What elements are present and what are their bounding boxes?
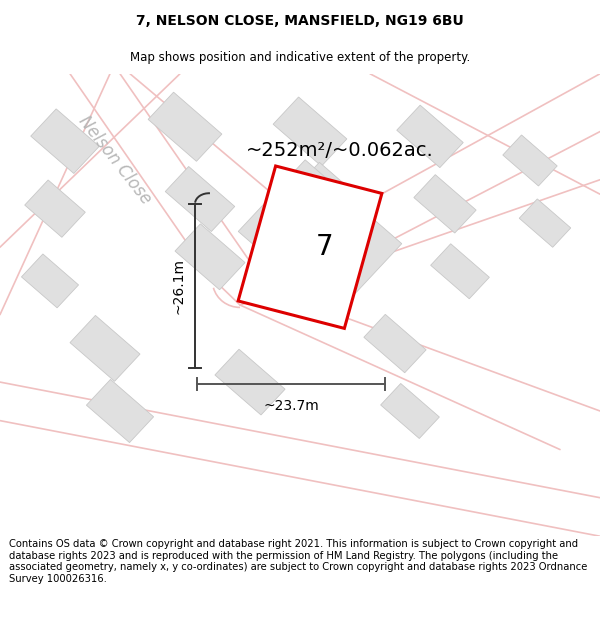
Polygon shape <box>70 316 140 381</box>
Polygon shape <box>503 135 557 186</box>
Polygon shape <box>86 379 154 442</box>
Polygon shape <box>273 97 347 166</box>
Polygon shape <box>148 92 222 161</box>
Polygon shape <box>397 105 463 168</box>
Text: ~252m²/~0.062ac.: ~252m²/~0.062ac. <box>246 141 434 161</box>
Text: ~26.1m: ~26.1m <box>171 258 185 314</box>
Polygon shape <box>238 166 382 328</box>
Polygon shape <box>519 199 571 248</box>
Polygon shape <box>414 174 476 233</box>
Polygon shape <box>22 254 79 308</box>
Text: 7, NELSON CLOSE, MANSFIELD, NG19 6BU: 7, NELSON CLOSE, MANSFIELD, NG19 6BU <box>136 14 464 28</box>
Polygon shape <box>215 349 285 415</box>
Polygon shape <box>431 244 490 299</box>
Text: ~23.7m: ~23.7m <box>263 399 319 413</box>
Polygon shape <box>238 160 402 315</box>
Polygon shape <box>165 166 235 231</box>
Polygon shape <box>31 109 99 174</box>
Polygon shape <box>175 224 245 290</box>
Text: Nelson Close: Nelson Close <box>75 112 155 208</box>
Text: Contains OS data © Crown copyright and database right 2021. This information is : Contains OS data © Crown copyright and d… <box>9 539 587 584</box>
Polygon shape <box>296 162 364 226</box>
Text: Map shows position and indicative extent of the property.: Map shows position and indicative extent… <box>130 51 470 64</box>
Polygon shape <box>364 314 426 372</box>
Polygon shape <box>25 180 85 238</box>
Polygon shape <box>380 384 439 439</box>
Text: 7: 7 <box>316 233 334 261</box>
